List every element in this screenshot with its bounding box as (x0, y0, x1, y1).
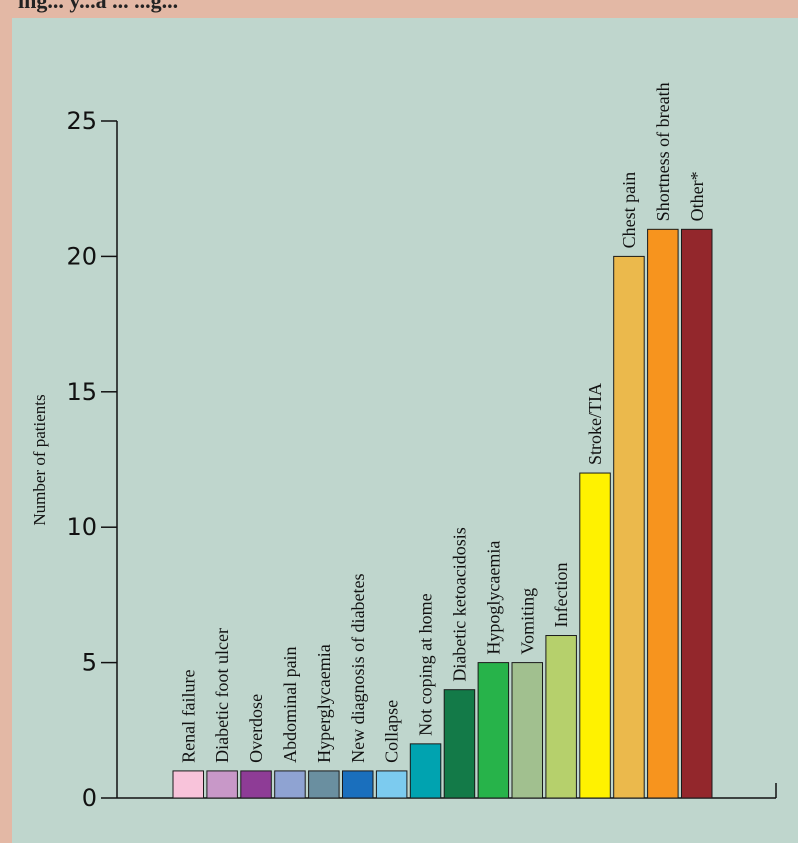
header-strip: ing... y...a ... ...g... (0, 0, 798, 18)
category-label: Hypoglycaemia (483, 541, 503, 655)
bar (206, 770, 238, 799)
category-label: Shortness of breath (653, 82, 673, 221)
category-label: Not coping at home (416, 593, 436, 735)
category-label: Diabetic foot ulcer (212, 628, 232, 763)
bar (477, 662, 510, 799)
category-label: Stroke/TIA (585, 383, 605, 465)
bar (409, 743, 442, 799)
category-label: Diabetic ketoacidosis (449, 527, 469, 681)
y-tick-label: 5 (82, 649, 97, 677)
bar (613, 255, 645, 799)
y-tick-label: 15 (66, 378, 97, 406)
bar (511, 662, 543, 799)
bar (240, 770, 272, 799)
category-label: Chest pain (619, 172, 639, 249)
chart-category-labels: Renal failure Diabetic foot ulcer Overdose… (178, 82, 707, 763)
figure-caption-fragment: ing... y...a ... ...g... (18, 0, 179, 13)
bar (647, 228, 679, 799)
y-tick-label: 20 (66, 242, 97, 270)
bar (172, 770, 204, 799)
chart-bars (172, 228, 713, 799)
category-label: Collapse (382, 700, 402, 763)
y-tick-label: 10 (66, 513, 97, 541)
category-label: Abdominal pain (280, 646, 300, 762)
category-label: New diagnosis of diabetes (348, 573, 368, 762)
category-label: Renal failure (178, 669, 198, 762)
bar (375, 770, 408, 799)
bar (308, 770, 340, 799)
category-label: Hyperglycaemia (314, 644, 334, 763)
bar (443, 689, 476, 799)
bar (545, 635, 577, 799)
y-axis-title: Number of patients (30, 394, 49, 525)
category-label: Vomiting (517, 588, 537, 655)
y-tick-label: 25 (66, 107, 97, 135)
bar (579, 472, 611, 799)
bar (342, 770, 374, 799)
category-label: Infection (551, 563, 571, 628)
bar (274, 770, 306, 799)
category-label: Overdose (246, 694, 266, 763)
y-tick-label: 0 (82, 784, 97, 812)
bar (681, 228, 713, 799)
category-label: Other* (687, 171, 707, 221)
